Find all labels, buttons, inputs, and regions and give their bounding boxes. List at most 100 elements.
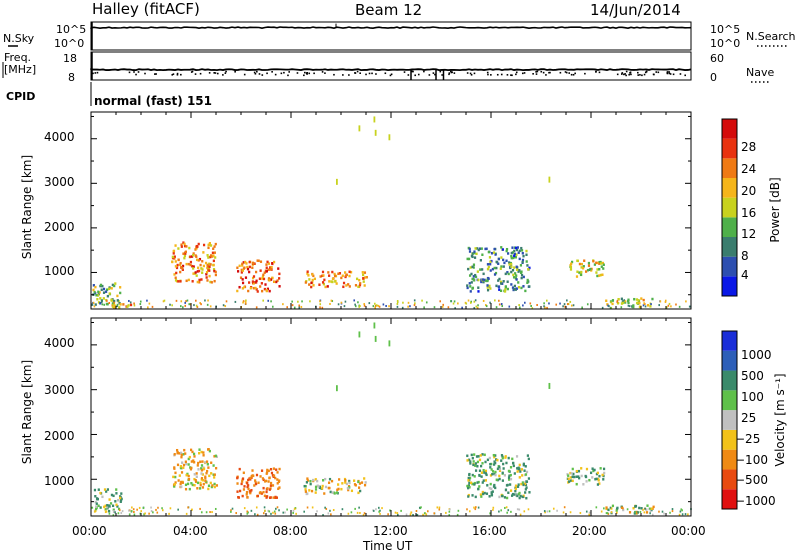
data-cell: [519, 271, 523, 275]
data-cell: [487, 250, 490, 254]
data-cell: [479, 493, 482, 496]
data-cell: [102, 287, 106, 291]
data-cell: [468, 473, 471, 477]
data-cell: [205, 511, 208, 514]
nave-point: [559, 71, 562, 74]
data-cell: [433, 306, 436, 309]
data-cell: [576, 270, 579, 273]
data-cell: [199, 507, 201, 510]
data-cell: [489, 466, 492, 469]
data-cell: [472, 463, 475, 467]
data-cell: [484, 460, 487, 464]
data-cell: [102, 297, 105, 300]
data-cell: [480, 247, 483, 250]
data-cell: [321, 484, 324, 488]
data-cell: [193, 473, 196, 476]
nave-point: [515, 73, 517, 76]
data-cell: [264, 283, 267, 286]
nave-point: [303, 71, 306, 74]
nave-point: [224, 72, 227, 74]
data-cell: [631, 305, 634, 308]
data-cell: [410, 511, 412, 514]
data-cell: [191, 280, 194, 283]
data-cell: [498, 467, 502, 471]
data-cell: [490, 487, 493, 491]
data-cell: [665, 306, 668, 309]
data-cell: [471, 265, 474, 269]
data-cell: [201, 478, 205, 482]
data-cell: [118, 306, 121, 309]
data-cell: [212, 263, 215, 267]
nave-point: [630, 73, 632, 76]
data-cell: [622, 508, 625, 512]
data-cell: [254, 479, 257, 482]
data-cell: [363, 271, 367, 274]
data-cell: [521, 474, 524, 477]
data-cell: [385, 304, 387, 307]
data-cell: [110, 298, 113, 302]
nave-label: Nave: [746, 66, 775, 79]
nave-point: [423, 70, 425, 73]
data-cell: [133, 304, 136, 307]
data-cell: [110, 493, 114, 497]
data-cell: [267, 469, 270, 473]
data-cell: [592, 259, 595, 263]
data-cell: [645, 511, 649, 514]
data-cell: [309, 300, 311, 303]
nave-point: [496, 73, 499, 76]
data-cell: [494, 253, 497, 256]
data-cell: [598, 482, 601, 485]
data-cell: [373, 322, 376, 329]
data-cell: [321, 487, 324, 490]
data-cell: [104, 504, 107, 508]
data-cell: [212, 259, 215, 263]
data-cell: [111, 283, 114, 287]
nave-point: [208, 72, 211, 74]
data-cell: [249, 286, 252, 290]
data-cell: [479, 464, 483, 468]
data-cell: [334, 274, 337, 278]
data-cell: [566, 303, 569, 306]
data-cell: [481, 490, 484, 494]
data-cell: [490, 468, 493, 471]
data-cell: [206, 279, 209, 282]
data-cell: [483, 491, 486, 495]
data-cell: [474, 462, 478, 465]
data-cell: [241, 480, 244, 483]
data-cell: [95, 505, 98, 508]
data-cell: [304, 490, 307, 493]
data-cell: [495, 260, 498, 264]
data-cell: [485, 473, 488, 477]
data-cell: [635, 512, 638, 515]
colorbar-segment: [722, 350, 737, 371]
data-cell: [507, 478, 511, 481]
data-cell: [518, 467, 521, 471]
data-cell: [648, 507, 651, 510]
data-cell: [596, 261, 599, 265]
data-cell: [306, 506, 309, 509]
data-cell: [205, 270, 209, 274]
data-cell: [202, 243, 206, 247]
data-cell: [190, 255, 194, 258]
freq-label-line1: Freq.: [4, 51, 32, 64]
data-cell: [177, 508, 179, 511]
data-cell: [242, 300, 245, 303]
data-cell: [185, 473, 188, 477]
nave-point: [180, 73, 182, 76]
data-cell: [269, 278, 273, 281]
data-cell: [615, 509, 618, 512]
data-cell: [569, 479, 573, 482]
data-cell: [241, 494, 244, 498]
data-cell: [651, 297, 654, 301]
data-cell: [103, 488, 107, 491]
data-cell: [469, 301, 472, 304]
data-cell: [478, 247, 481, 250]
data-cell: [208, 274, 211, 278]
nave-point: [535, 71, 537, 73]
data-cell: [345, 273, 348, 277]
data-cell: [575, 475, 578, 478]
data-cell: [606, 303, 609, 306]
data-cell: [266, 471, 269, 474]
data-cell: [478, 473, 481, 477]
nave-point: [254, 72, 257, 75]
